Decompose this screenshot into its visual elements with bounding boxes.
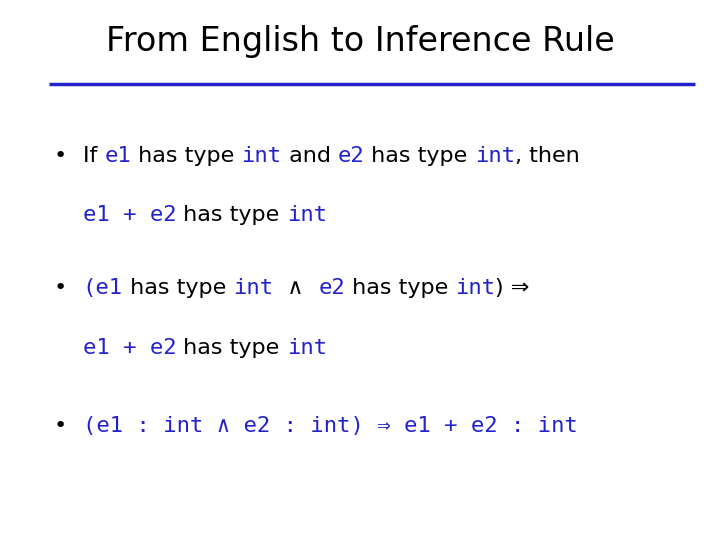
Text: int: int xyxy=(455,278,495,298)
Text: ∧: ∧ xyxy=(274,278,318,298)
Text: e2: e2 xyxy=(338,146,364,166)
Text: , then: , then xyxy=(515,146,580,166)
Text: has type: has type xyxy=(123,278,233,298)
Text: •: • xyxy=(54,278,67,298)
Text: has type: has type xyxy=(176,205,287,225)
Text: int: int xyxy=(287,205,327,225)
Text: (e1: (e1 xyxy=(83,278,123,298)
Text: •: • xyxy=(54,146,67,166)
Text: has type: has type xyxy=(176,338,287,357)
Text: e1 + e2: e1 + e2 xyxy=(83,338,176,357)
Text: •: • xyxy=(54,416,67,436)
Text: ) ⇒: ) ⇒ xyxy=(495,278,530,298)
Text: e1 + e2: e1 + e2 xyxy=(83,205,176,225)
Text: has type: has type xyxy=(364,146,474,166)
Text: int: int xyxy=(233,278,274,298)
Text: e2: e2 xyxy=(318,278,345,298)
Text: and: and xyxy=(282,146,338,166)
Text: (e1 : int ∧ e2 : int) ⇒ e1 + e2 : int: (e1 : int ∧ e2 : int) ⇒ e1 + e2 : int xyxy=(83,416,577,436)
Text: has type: has type xyxy=(131,146,241,166)
Text: From English to Inference Rule: From English to Inference Rule xyxy=(106,25,614,58)
Text: int: int xyxy=(474,146,515,166)
Text: e1: e1 xyxy=(104,146,131,166)
Text: int: int xyxy=(241,146,282,166)
Text: If: If xyxy=(83,146,104,166)
Text: int: int xyxy=(287,338,327,357)
Text: has type: has type xyxy=(345,278,455,298)
